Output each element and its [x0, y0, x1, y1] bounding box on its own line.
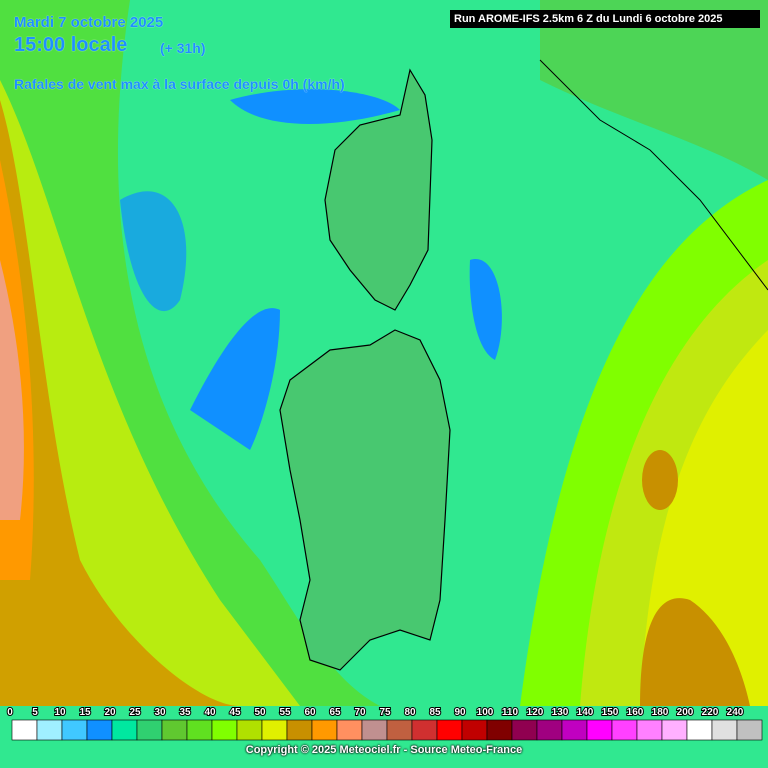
field-zone: [120, 191, 187, 312]
legend-label: 150: [602, 707, 619, 718]
legend-swatch: [536, 719, 563, 741]
lead-time: (+ 31h): [160, 40, 206, 56]
legend-swatch: [161, 719, 188, 741]
legend-label: 160: [627, 707, 644, 718]
legend-swatch: [411, 719, 438, 741]
legend-swatch: [661, 719, 688, 741]
date: Mardi 7 octobre 2025: [14, 14, 164, 31]
legend-label: 5: [32, 707, 38, 718]
legend-swatch: [86, 719, 113, 741]
legend-swatch: [336, 719, 363, 741]
sardinia: [279, 329, 451, 671]
legend-label: 130: [552, 707, 569, 718]
legend-swatch: [36, 719, 63, 741]
legend: 0 5 10 15 20 25 30 35 40 45 50 55 60 65 70 75 80 85 90 100 1…: [6, 706, 763, 741]
copyright: Copyright © 2025 Meteociel.fr - Source M…: [245, 744, 523, 756]
legend-swatch: [11, 719, 38, 741]
legend-label: 85: [429, 707, 441, 718]
field-zone: [0, 260, 24, 520]
legend-swatch: [211, 719, 238, 741]
legend-label: 30: [154, 707, 166, 718]
legend-swatch: [111, 719, 138, 741]
legend-label: 50: [254, 707, 266, 718]
legend-label: 90: [454, 707, 466, 718]
legend-swatch: [236, 719, 263, 741]
legend-label: 110: [502, 707, 519, 718]
legend-label: 35: [179, 707, 191, 718]
legend-label: 0: [7, 707, 13, 718]
legend-swatch: [386, 719, 413, 741]
field-zone: [230, 89, 400, 124]
corsica: [324, 68, 433, 311]
legend-label: 75: [379, 707, 391, 718]
legend-swatch: [486, 719, 513, 741]
legend-swatch: [261, 719, 288, 741]
legend-label: 220: [702, 707, 719, 718]
legend-label: 15: [79, 707, 91, 718]
legend-swatch: [711, 719, 738, 741]
field-zone: [0, 100, 240, 706]
legend-swatch: [311, 719, 338, 741]
coastline: [539, 59, 768, 291]
legend-swatch: [561, 719, 588, 741]
legend-swatch: [61, 719, 88, 741]
field-zone: [642, 450, 678, 510]
time: 15:00 locale: [14, 34, 128, 56]
legend-label: 100: [477, 707, 494, 718]
field-zone: [469, 259, 502, 360]
legend-swatch: [611, 719, 638, 741]
legend-swatch: [286, 719, 313, 741]
run-info: Run AROME-IFS 2.5km 6 Z du Lundi 6 octob…: [450, 10, 760, 28]
legend-swatch: [186, 719, 213, 741]
legend-label: 45: [229, 707, 241, 718]
legend-swatch: [636, 719, 663, 741]
legend-label: 140: [577, 707, 594, 718]
legend-label: 60: [304, 707, 316, 718]
legend-swatch: [136, 719, 163, 741]
legend-swatch: [461, 719, 488, 741]
legend-label: 55: [279, 707, 291, 718]
legend-swatch: [511, 719, 538, 741]
subtitle: Rafales de vent max à la surface depuis …: [14, 76, 345, 92]
field-zone: [640, 598, 750, 706]
legend-swatch: [686, 719, 713, 741]
legend-label: 240: [727, 707, 744, 718]
legend-label: 70: [354, 707, 366, 718]
legend-swatch: [361, 719, 388, 741]
legend-label: 180: [652, 707, 669, 718]
legend-label: 20: [104, 707, 116, 718]
field-zone: [540, 0, 768, 180]
field-zone: [190, 308, 280, 450]
legend-label: 65: [329, 707, 341, 718]
legend-swatch: [436, 719, 463, 741]
legend-label: 40: [204, 707, 216, 718]
legend-label: 200: [677, 707, 694, 718]
legend-label: 80: [404, 707, 416, 718]
legend-swatch: [586, 719, 613, 741]
legend-label: 10: [54, 707, 66, 718]
legend-label: 25: [129, 707, 141, 718]
legend-swatch: [736, 719, 763, 741]
legend-label: 120: [527, 707, 544, 718]
